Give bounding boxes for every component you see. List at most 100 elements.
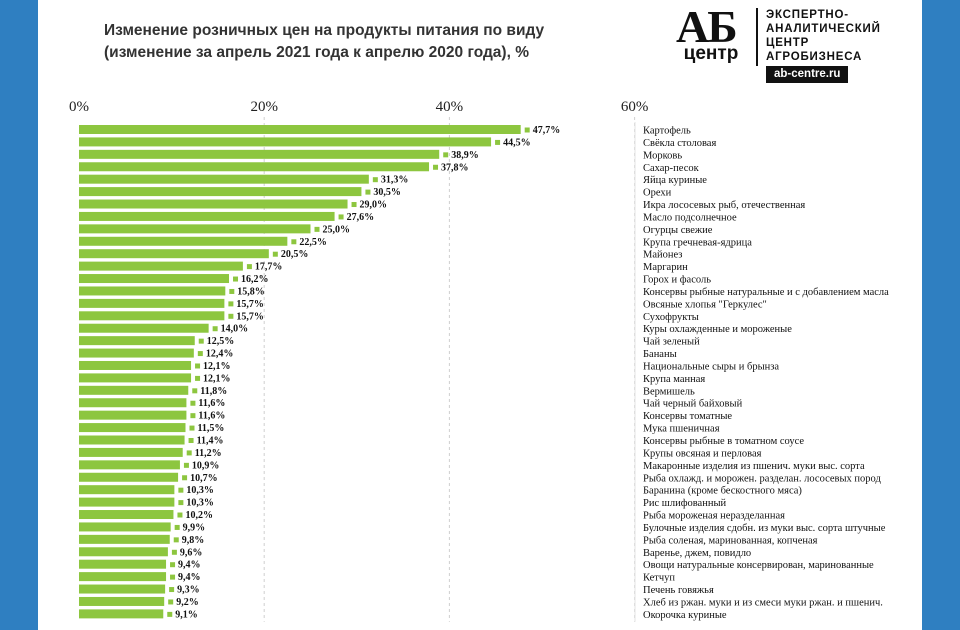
bar-value-label: 22,5% — [299, 237, 327, 248]
category-label: Икра лососевых рыб, отечественная — [643, 200, 805, 211]
bar-marker — [167, 611, 173, 617]
bar-value-label: 29,0% — [360, 200, 388, 211]
bar — [79, 211, 335, 221]
bar-value-label: 17,7% — [255, 262, 282, 273]
category-label: Картофель — [643, 126, 691, 137]
category-label: Огурцы свежие — [643, 225, 713, 236]
bar-marker — [495, 139, 501, 145]
bar — [79, 125, 521, 134]
bar — [79, 596, 165, 606]
category-label: Овощи натуральные консервирован, маринов… — [643, 560, 874, 571]
bar-marker — [182, 475, 188, 481]
axis-tick-label: 60% — [621, 99, 649, 115]
bar-value-label: 31,3% — [381, 175, 409, 186]
bar — [79, 373, 192, 383]
bar-marker — [372, 177, 378, 183]
bar-value-label: 9,3% — [177, 585, 200, 596]
category-label: Чай зеленый — [643, 337, 700, 348]
bar-marker — [233, 276, 239, 282]
bar-value-label: 11,6% — [198, 411, 225, 422]
bar-marker — [178, 500, 184, 506]
category-label: Рыба мороженая неразделанная — [643, 511, 785, 522]
axis-tick-label: 0% — [69, 99, 89, 115]
axis-tick-label: 40% — [436, 99, 464, 115]
chart-card: Изменение розничных цен на продукты пита… — [38, 0, 922, 630]
category-label: Бананы — [643, 349, 677, 360]
bar-value-label: 12,1% — [203, 373, 231, 384]
category-label: Майонез — [643, 250, 682, 261]
bar — [79, 261, 243, 271]
category-label: Рис шлифованный — [643, 498, 727, 509]
axis-tick-label: 20% — [250, 99, 278, 115]
bar-value-label: 11,2% — [195, 448, 222, 459]
category-label: Орехи — [643, 188, 672, 199]
bar-marker — [228, 301, 234, 307]
category-label: Горох и фасоль — [643, 275, 711, 286]
bar — [79, 522, 171, 532]
bar-marker — [178, 487, 184, 493]
bar-marker — [177, 512, 183, 518]
bar — [79, 323, 209, 333]
bar — [79, 559, 167, 569]
bar-value-label: 20,5% — [281, 249, 309, 260]
bar-marker — [229, 288, 235, 294]
bar-value-label: 11,6% — [198, 398, 225, 409]
bar-marker — [195, 375, 201, 381]
ab-centre-logo: АБ центр ЭКСПЕРТНО- АНАЛИТИЧЕСКИЙ ЦЕНТР … — [674, 4, 909, 84]
bar — [79, 547, 168, 557]
bar-marker — [186, 450, 192, 456]
category-label: Овсяные хлопья "Геркулес" — [643, 299, 767, 310]
bar-marker — [197, 351, 203, 357]
bar — [79, 274, 230, 284]
bar-value-label: 9,4% — [178, 572, 201, 583]
category-label: Рыба охлажд. и морожен. разделан. лососе… — [643, 473, 881, 484]
bar — [79, 385, 189, 395]
logo-text: ЭКСПЕРТНО- АНАЛИТИЧЕСКИЙ ЦЕНТР АГРОБИЗНЕ… — [766, 8, 881, 64]
logo-text-line3: ЦЕНТР — [766, 37, 810, 49]
bar-value-label: 37,8% — [441, 162, 469, 173]
bar-value-label: 30,5% — [373, 187, 401, 198]
category-label: Куры охлажденные и мороженые — [643, 324, 792, 335]
bar-value-label: 10,3% — [186, 498, 214, 509]
bar-value-label: 12,5% — [207, 336, 235, 347]
bar — [79, 447, 183, 457]
bar — [79, 410, 187, 420]
bar-value-label: 9,9% — [183, 522, 206, 533]
bar — [79, 336, 195, 346]
chart-title: Изменение розничных цен на продукты пита… — [104, 20, 624, 64]
bar-value-label: 15,8% — [237, 286, 264, 297]
bar-marker — [169, 587, 175, 593]
bar-value-label: 12,4% — [206, 349, 234, 360]
bar-value-label: 11,4% — [197, 436, 224, 447]
bar — [79, 236, 288, 246]
bar — [79, 510, 174, 520]
bar — [79, 149, 440, 159]
bar-value-label: 38,9% — [451, 150, 479, 161]
bar-value-label: 9,1% — [175, 609, 198, 620]
bar-marker — [272, 251, 278, 257]
category-label: Кетчуп — [643, 573, 675, 584]
category-label: Рыба соленая, маринованная, копченая — [643, 535, 818, 546]
category-label: Баранина (кроме бескостного мяса) — [643, 486, 802, 497]
logo-site: ab-centre.ru — [766, 66, 849, 83]
category-label: Крупа манная — [643, 374, 705, 385]
bar — [79, 286, 226, 296]
logo-center-word: центр — [683, 43, 739, 64]
logo-text-line2: АНАЛИТИЧЕСКИЙ — [766, 23, 881, 35]
bar-chart: 0% 20% 40% 60% 47,7% Картофель 44,5% Свёкла сто… — [69, 99, 889, 622]
bar — [79, 609, 164, 619]
bar — [79, 435, 185, 445]
logo-separator — [756, 8, 758, 66]
bar-marker — [351, 202, 357, 208]
logo-ab-letters: АБ — [676, 1, 738, 52]
bar-marker — [198, 338, 204, 344]
bar — [79, 497, 175, 507]
bar — [79, 162, 430, 172]
bar-value-label: 10,9% — [192, 460, 220, 471]
bar-value-label: 15,7% — [236, 311, 264, 322]
bar-value-label: 9,4% — [178, 560, 201, 571]
bar-value-label: 10,7% — [190, 473, 218, 484]
bar-marker — [195, 363, 201, 369]
bar-value-label: 44,5% — [503, 137, 531, 148]
bar-marker — [228, 313, 234, 319]
